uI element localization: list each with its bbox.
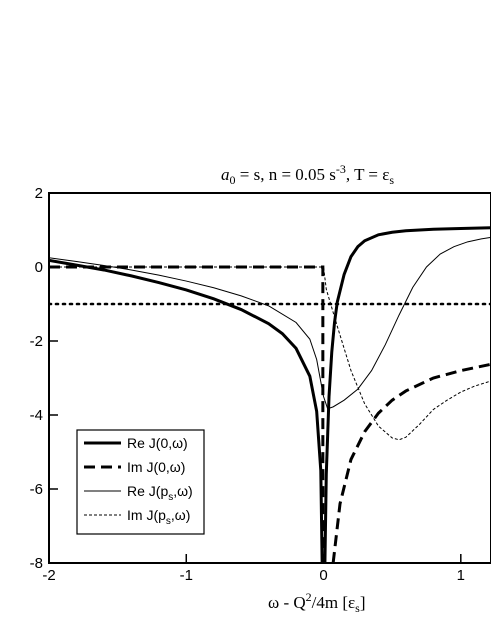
- y-tick-label: -2: [30, 333, 43, 350]
- x-tick-label: -2: [42, 567, 55, 584]
- title-density-exponent: -3: [336, 162, 346, 176]
- legend-label: Im J(ps,ω): [127, 507, 190, 527]
- x-axis-label-middle: /4m [ε: [312, 593, 356, 612]
- plot-frame: [48, 192, 491, 564]
- chart-title: a0 = s, n = 0.05 s-3, T = εs: [221, 162, 394, 187]
- x-tick-label: -1: [180, 567, 193, 584]
- y-tick-label: -8: [30, 555, 43, 572]
- x-tick-label: 0: [319, 567, 327, 584]
- series-line-3: [331, 362, 491, 563]
- series-line-5: [49, 266, 491, 441]
- legend-label: Re J(0,ω): [127, 435, 188, 451]
- x-axis-label: ω - Q2/4m [εs]: [268, 590, 365, 615]
- x-axis-label-end: ]: [360, 593, 366, 612]
- legend: Re J(0,ω) Im J(0,ω) Re J(ps,ω) Im J(ps,ω): [76, 429, 205, 535]
- legend-label: Re J(ps,ω): [127, 483, 193, 503]
- y-tick-label: 0: [35, 259, 43, 276]
- title-temperature-subscript: s: [389, 173, 394, 187]
- legend-label: Im J(0,ω): [127, 459, 185, 475]
- title-temperature: , T = ε: [346, 165, 390, 184]
- y-tick-label: 2: [35, 185, 43, 202]
- plot-area: [48, 192, 491, 564]
- title-density: = s, n = 0.05 s: [236, 165, 336, 184]
- x-tick-label: 1: [457, 567, 465, 584]
- x-axis-label-subscript: s: [355, 601, 360, 615]
- series-line-4: [49, 236, 491, 410]
- y-tick-label: -4: [30, 407, 43, 424]
- x-axis-label-superscript: 2: [306, 590, 312, 604]
- title-a-symbol: a: [221, 165, 230, 184]
- series-line-0: [49, 258, 324, 563]
- x-axis-label-main: ω - Q: [268, 593, 306, 612]
- axis-ticks: 20-2-4-6-8-2 -1 0 1: [30, 185, 465, 584]
- title-a-subscript: 0: [230, 173, 236, 187]
- legend-box: [76, 429, 205, 535]
- series-line-1: [323, 226, 491, 563]
- y-tick-label: -6: [30, 481, 43, 498]
